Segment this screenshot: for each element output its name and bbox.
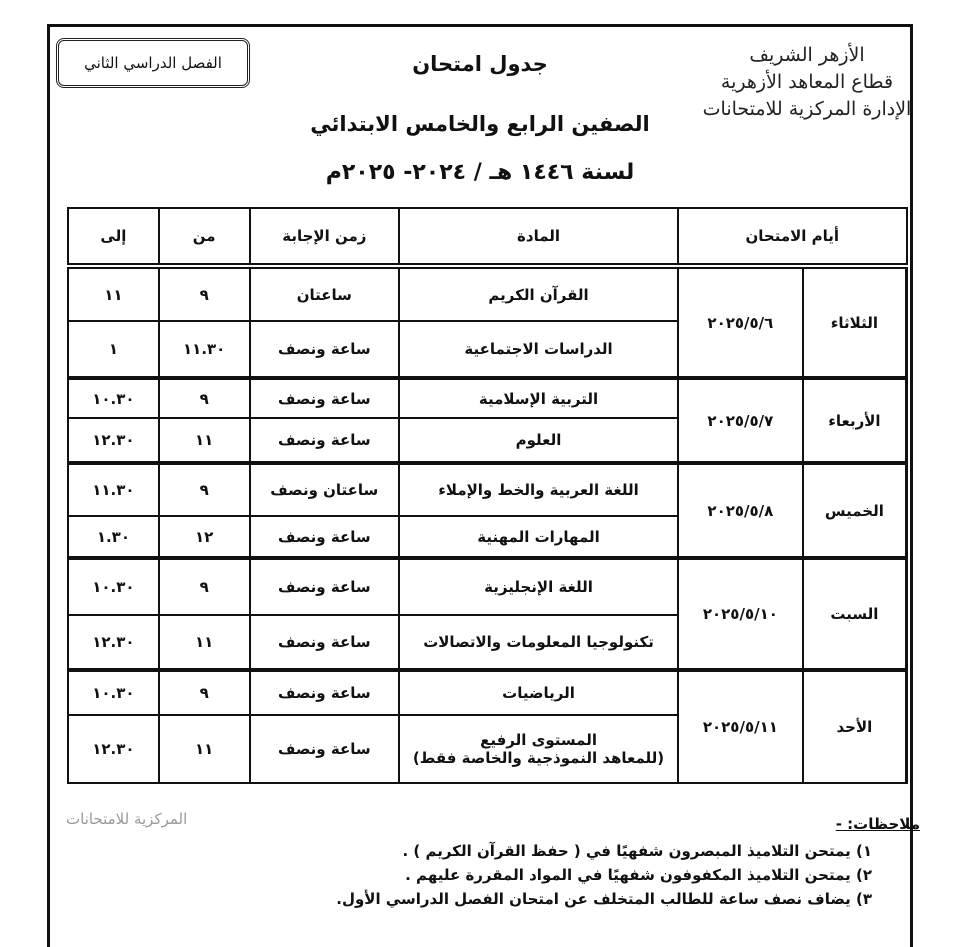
table-row: تكنولوجيا المعلومات والاتصالات ساعة ونصف ١…: [67, 614, 907, 671]
to-time-cell: ١٢.٣٠: [67, 714, 160, 784]
table-row: الأربعاء ٢٠٢٥/٥/٧ التربية الإسلامية ساعة ون…: [67, 376, 908, 464]
table-row: السبت ٢٠٢٥/٥/١٠ اللغة الإنجليزية ساعة ونصف ٩…: [67, 556, 908, 671]
stamp-text: المركزية للامتحانات: [66, 810, 188, 828]
header-to: إلى: [67, 207, 160, 269]
to-time-cell: ١٢.٣٠: [67, 614, 160, 671]
to-time-cell: ١١: [67, 264, 160, 322]
page-title: جدول امتحان: [412, 52, 548, 76]
from-time-cell: ١١: [157, 714, 251, 784]
date-cell: ٢٠٢٥/٥/١٠: [677, 556, 804, 671]
from-time-cell: ١١.٣٠: [157, 320, 251, 379]
azhar-logo: الأزهر الشريف قطاع المعاهد الأزهرية الإد…: [692, 42, 922, 123]
from-time-cell: ٩: [157, 668, 251, 716]
to-time-cell: ١٠.٣٠: [67, 668, 160, 716]
table-row: الدراسات الاجتماعية ساعة ونصف ١١.٣٠ ١: [67, 320, 907, 379]
duration-cell: ساعة ونصف: [248, 515, 401, 559]
duration-cell: ساعتان: [248, 264, 401, 322]
notes-heading: ملاحظات: -: [835, 815, 920, 833]
duration-cell: ساعة ونصف: [248, 714, 401, 784]
day-cell: الأربعاء: [801, 376, 908, 464]
duration-cell: ساعة ونصف: [248, 614, 401, 671]
subject-cell: التربية الإسلامية: [398, 376, 679, 419]
duration-cell: ساعة ونصف: [248, 556, 401, 616]
subject-name: المستوى الرفيع: [480, 731, 597, 749]
from-time-cell: ٩: [157, 264, 251, 322]
day-cell: السبت: [801, 556, 908, 671]
logo-line: الأزهر الشريف: [749, 44, 865, 66]
table-row: المستوى الرفيع (للمعاهد النموذجية والخاصة…: [67, 714, 907, 784]
day-cell: الأحد: [801, 668, 908, 784]
page-border: [47, 24, 913, 947]
date-cell: ٢٠٢٥/٥/٦: [677, 264, 804, 379]
logo-line: قطاع المعاهد الأزهرية: [720, 71, 894, 93]
to-time-cell: ١.٣٠: [67, 515, 160, 559]
note-item: ١) يمتحن التلاميذ المبصرون شفهيًا في ( ح…: [402, 842, 872, 860]
academic-year: لسنة ١٤٤٦ هـ / ٢٠٢٤- ٢٠٢٥م: [325, 160, 635, 185]
subject-cell: العلوم: [398, 417, 679, 464]
semester-box: الفصل الدراسي الثاني: [56, 38, 250, 88]
table-row: الخميس ٢٠٢٥/٥/٨ اللغة العربية والخط والإمل…: [67, 461, 908, 559]
from-time-cell: ٩: [157, 376, 251, 419]
table-row: المهارات المهنية ساعة ونصف ١٢ ١.٣٠: [67, 515, 907, 559]
note-item: ٢) يمتحن التلاميذ المكفوفون شفهيًا في ال…: [405, 866, 872, 884]
table-row: الأحد ٢٠٢٥/٥/١١ الرياضيات ساعة ونصف ٩ ١٠.٣٠: [67, 668, 908, 784]
table-header-row: أيام الامتحان المادة زمن الإجابة من إلى: [67, 207, 908, 269]
note-item: ٣) يضاف نصف ساعة للطالب المتخلف عن امتحا…: [336, 890, 872, 908]
duration-cell: ساعة ونصف: [248, 320, 401, 379]
header-duration: زمن الإجابة: [248, 207, 401, 269]
subject-cell: اللغة العربية والخط والإملاء: [398, 461, 679, 517]
schedule-table: أيام الامتحان المادة زمن الإجابة من إلى …: [67, 207, 908, 784]
logo-line: الإدارة المركزية للامتحانات: [702, 98, 912, 120]
table-row: العلوم ساعة ونصف ١١ ١٢.٣٠: [67, 417, 907, 464]
table-row: الثلاثاء ٢٠٢٥/٥/٦ القرآن الكريم ساعتان ٩ ١١: [67, 264, 908, 379]
date-cell: ٢٠٢٥/٥/٧: [677, 376, 804, 464]
duration-cell: ساعة ونصف: [248, 668, 401, 716]
from-time-cell: ٩: [157, 556, 251, 616]
to-time-cell: ١١.٣٠: [67, 461, 160, 517]
subject-note: (للمعاهد النموذجية والخاصة فقط): [412, 749, 665, 767]
from-time-cell: ٩: [157, 461, 251, 517]
to-time-cell: ١٠.٣٠: [67, 556, 160, 616]
duration-cell: ساعتان ونصف: [248, 461, 401, 517]
day-cell: الخميس: [801, 461, 908, 559]
subject-cell: القرآن الكريم: [398, 264, 679, 322]
to-time-cell: ١: [67, 320, 160, 379]
duration-cell: ساعة ونصف: [248, 376, 401, 419]
header-from: من: [157, 207, 251, 269]
subject-cell: المهارات المهنية: [398, 515, 679, 559]
grades-subtitle: الصفين الرابع والخامس الابتدائي: [310, 112, 650, 136]
header-days: أيام الامتحان: [677, 207, 908, 269]
subject-cell: اللغة الإنجليزية: [398, 556, 679, 616]
to-time-cell: ١٢.٣٠: [67, 417, 160, 464]
date-cell: ٢٠٢٥/٥/١١: [677, 668, 804, 784]
subject-cell: تكنولوجيا المعلومات والاتصالات: [398, 614, 679, 671]
subject-cell: الدراسات الاجتماعية: [398, 320, 679, 379]
notes-section: ملاحظات: - ١) يمتحن التلاميذ المبصرون شف…: [40, 815, 920, 911]
subject-cell: الرياضيات: [398, 668, 679, 716]
header-subject: المادة: [398, 207, 679, 269]
to-time-cell: ١٠.٣٠: [67, 376, 160, 419]
from-time-cell: ١٢: [157, 515, 251, 559]
subject-cell: المستوى الرفيع (للمعاهد النموذجية والخاصة…: [398, 714, 679, 784]
from-time-cell: ١١: [157, 614, 251, 671]
from-time-cell: ١١: [157, 417, 251, 464]
duration-cell: ساعة ونصف: [248, 417, 401, 464]
day-cell: الثلاثاء: [801, 264, 908, 379]
date-cell: ٢٠٢٥/٥/٨: [677, 461, 804, 559]
